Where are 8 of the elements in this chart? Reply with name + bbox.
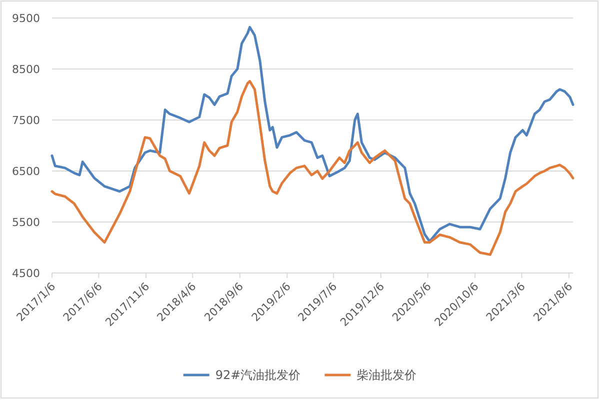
y-tick-label: 7500: [12, 114, 40, 127]
y-tick-label: 5500: [12, 216, 40, 229]
y-tick-label: 9500: [12, 12, 40, 25]
legend-label: 柴油批发价: [356, 368, 417, 382]
y-tick-label: 6500: [12, 165, 40, 178]
y-tick-label: 4500: [12, 267, 40, 280]
legend-label: 92#汽油批发价: [215, 368, 301, 382]
y-tick-label: 8500: [12, 63, 40, 76]
